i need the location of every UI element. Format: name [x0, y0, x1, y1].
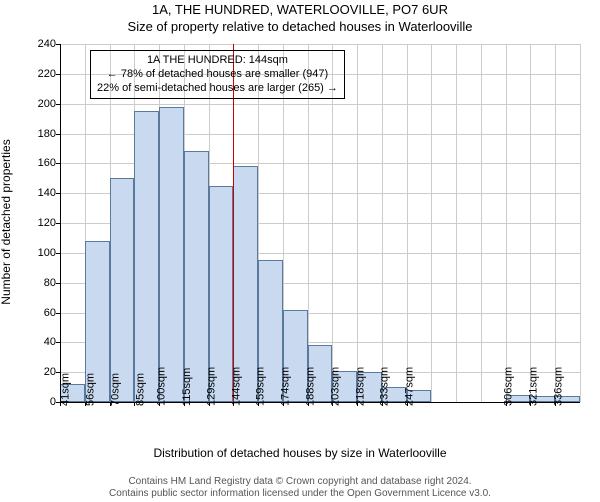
x-tick-label: 100sqm — [156, 367, 168, 406]
x-tick-label: 188sqm — [304, 367, 316, 406]
gridline-h — [60, 104, 580, 105]
y-tick-label: 80 — [44, 277, 56, 289]
y-tick-label: 140 — [38, 187, 56, 199]
y-tick-label: 200 — [38, 98, 56, 110]
x-tick-label: 174sqm — [280, 367, 292, 406]
x-tick-label: 247sqm — [403, 367, 415, 406]
annotation-box: 1A THE HUNDRED: 144sqm← 78% of detached … — [90, 50, 345, 99]
x-axis-line — [60, 402, 580, 403]
chart-subtitle: Size of property relative to detached ho… — [0, 19, 600, 34]
gridline-v — [357, 44, 358, 402]
annotation-line: 1A THE HUNDRED: 144sqm — [97, 54, 338, 68]
chart-supertitle: 1A, THE HUNDRED, WATERLOOVILLE, PO7 6UR — [0, 2, 600, 17]
histogram-bar — [110, 178, 135, 402]
footer-attribution: Contains HM Land Registry data © Crown c… — [0, 476, 600, 500]
annotation-line: ← 78% of detached houses are smaller (94… — [97, 68, 338, 82]
y-axis-line — [60, 44, 61, 402]
gridline-v — [506, 44, 507, 402]
gridline-h — [60, 44, 580, 45]
histogram-bar — [134, 111, 159, 402]
x-tick-label: 129sqm — [205, 367, 217, 406]
gridline-v — [382, 44, 383, 402]
gridline-v — [530, 44, 531, 402]
y-tick-label: 60 — [44, 307, 56, 319]
y-axis-label: Number of detached properties — [0, 139, 13, 304]
y-tick-label: 160 — [38, 157, 56, 169]
gridline-v — [580, 44, 581, 402]
y-tick-label: 220 — [38, 68, 56, 80]
y-tick-label: 120 — [38, 217, 56, 229]
gridline-v — [431, 44, 432, 402]
gridline-v — [407, 44, 408, 402]
x-tick-label: 203sqm — [329, 367, 341, 406]
y-tick-label: 180 — [38, 128, 56, 140]
x-tick-label: 336sqm — [552, 367, 564, 406]
histogram-bar — [184, 151, 209, 402]
y-tick-label: 100 — [38, 247, 56, 259]
x-tick-label: 159sqm — [255, 367, 267, 406]
x-tick-label: 306sqm — [503, 367, 515, 406]
gridline-v — [456, 44, 457, 402]
annotation-line: 22% of semi-detached houses are larger (… — [97, 82, 338, 96]
x-tick-label: 233sqm — [379, 367, 391, 406]
footer-line-2: Contains public sector information licen… — [0, 488, 600, 500]
x-tick-label: 115sqm — [181, 368, 193, 406]
histogram-bar — [159, 107, 184, 402]
footer-line-1: Contains HM Land Registry data © Crown c… — [0, 476, 600, 488]
y-tick-label: 40 — [44, 336, 56, 348]
y-tick-label: 240 — [38, 38, 56, 50]
x-axis-label: Distribution of detached houses by size … — [0, 446, 600, 460]
x-tick-label: 144sqm — [230, 367, 242, 406]
gridline-v — [555, 44, 556, 402]
x-tick-label: 218sqm — [354, 367, 366, 406]
gridline-v — [481, 44, 482, 402]
y-tick-label: 20 — [44, 366, 56, 378]
x-tick-label: 321sqm — [527, 367, 539, 406]
